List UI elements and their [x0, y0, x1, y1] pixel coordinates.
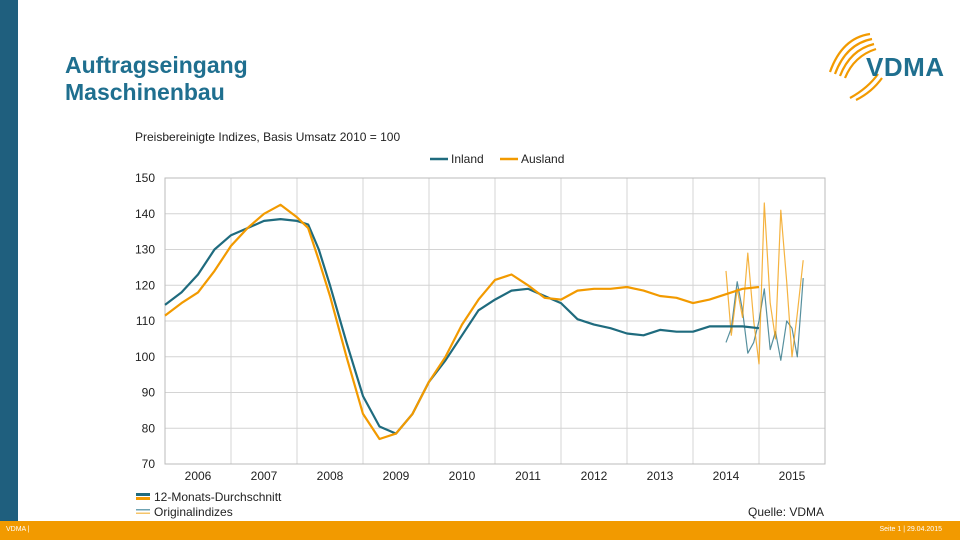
- x-tick-label: 2007: [251, 469, 278, 483]
- legend-bottom: 12-Monats-Durchschnitt Originalindizes: [136, 489, 281, 519]
- x-tick-label: 2009: [383, 469, 410, 483]
- y-tick-label: 90: [142, 386, 156, 400]
- x-tick-label: 2011: [515, 469, 541, 483]
- legend-average-label: 12-Monats-Durchschnitt: [154, 489, 282, 504]
- title-line-1: Auftragseingang: [65, 52, 248, 78]
- x-tick-label: 2014: [713, 469, 740, 483]
- legend-average-swatch-icon: [136, 492, 150, 500]
- legend-original-label: Originalindizes: [154, 504, 233, 519]
- y-tick-label: 120: [135, 278, 155, 292]
- vdma-logo-text: VDMA: [866, 52, 945, 82]
- legend-item-average: 12-Monats-Durchschnitt: [136, 489, 281, 504]
- title-line-2: Maschinenbau: [65, 79, 225, 105]
- x-tick-label: 2010: [449, 469, 476, 483]
- y-tick-label: 80: [142, 421, 156, 435]
- legend-original-swatch-icon: [136, 508, 150, 514]
- y-tick-label: 100: [135, 350, 155, 364]
- vdma-logo-swoosh-icon: [828, 32, 883, 101]
- chart-source: Quelle: VDMA: [748, 505, 825, 519]
- footer-bar: VDMA | Seite 1 | 29.04.2015: [0, 521, 960, 540]
- x-tick-label: 2008: [317, 469, 344, 483]
- series-line-inland-average: [164, 218, 760, 435]
- left-accent-bar: [0, 0, 18, 521]
- line-chart: 70 80 90 100 110 120 130 140 150 2006 2007 2008 2009…: [135, 152, 826, 483]
- y-tick-label: 140: [135, 207, 155, 221]
- series-line-ausland-original: [725, 202, 804, 365]
- chart-subtitle: Preisbereinigte Indizes, Basis Umsatz 20…: [135, 130, 401, 144]
- page-title: Auftragseingang Maschinenbau: [65, 52, 248, 106]
- y-tick-label: 110: [136, 314, 155, 328]
- y-tick-label: 150: [135, 171, 155, 185]
- x-tick-label: 2006: [185, 469, 212, 483]
- x-tick-label: 2013: [647, 469, 674, 483]
- legend-inland-label: Inland: [451, 152, 484, 166]
- footer-page-info: Seite 1 | 29.04.2015: [879, 526, 942, 533]
- legend-ausland-label: Ausland: [521, 152, 564, 166]
- y-tick-label: 130: [135, 243, 155, 257]
- y-tick-label: 70: [142, 457, 156, 471]
- x-tick-label: 2012: [581, 469, 608, 483]
- series-line-ausland-average: [164, 203, 760, 441]
- footer-left: VDMA |: [6, 526, 30, 533]
- legend-item-original: Originalindizes: [136, 504, 281, 519]
- x-tick-label: 2015: [779, 469, 806, 483]
- plot-frame: [164, 177, 826, 465]
